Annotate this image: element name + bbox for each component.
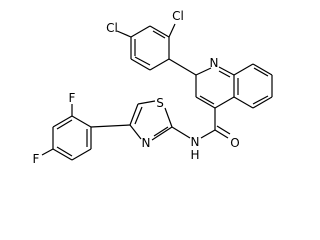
- atom-label: N: [191, 135, 200, 149]
- atom-label: S: [156, 96, 164, 110]
- atom-label: F: [69, 91, 76, 105]
- atom-label: N: [210, 56, 219, 70]
- structure-diagram: Cl Cl N F S F N N H O: [33, 9, 273, 166]
- atom-label: O: [230, 136, 239, 150]
- atom-label: N: [142, 136, 151, 150]
- bonds: [41, 23, 273, 161]
- atom-label: F: [33, 152, 40, 166]
- atom-labels: Cl Cl N F S F N N H O: [33, 9, 240, 166]
- atom-label: H: [190, 148, 199, 162]
- atom-label: Cl: [172, 9, 184, 23]
- atom-label: Cl: [106, 21, 118, 35]
